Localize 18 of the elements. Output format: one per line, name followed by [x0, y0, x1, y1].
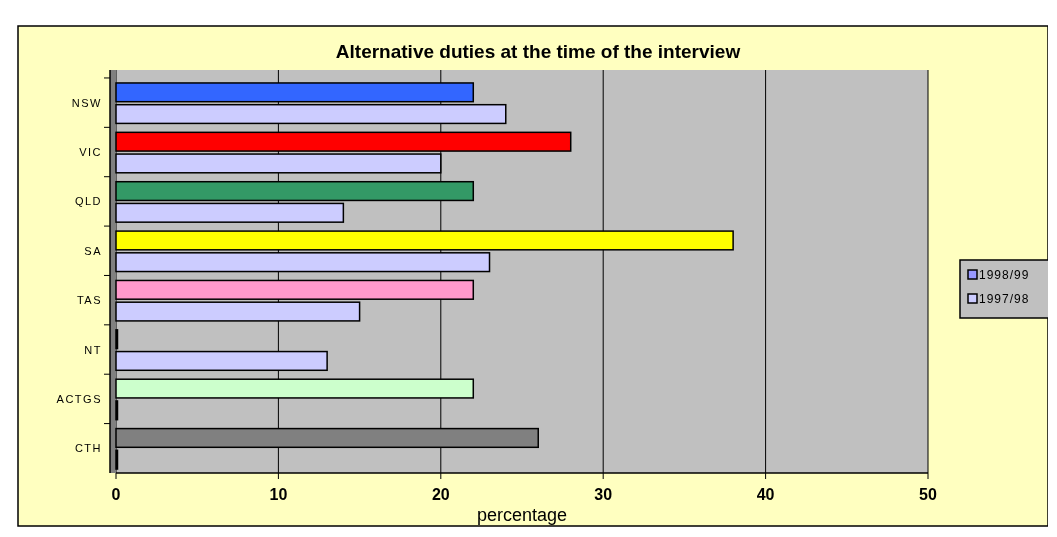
y-tick-label: TAS: [76, 294, 102, 307]
y-tick-label: NSW: [71, 96, 102, 109]
legend-label: 1998/99: [979, 268, 1030, 282]
y-tick-label: CTH: [74, 442, 102, 455]
legend-label: 1997/98: [979, 292, 1030, 306]
y-tick-label: QLD: [74, 195, 102, 208]
x-tick-label: 20: [431, 486, 450, 503]
x-tick-label: 10: [269, 486, 288, 503]
x-tick-label: 30: [594, 486, 613, 503]
chart-title: Alternative duties at the time of the interview: [335, 41, 741, 62]
y-tick-label: NT: [84, 343, 102, 356]
x-tick-label: 40: [756, 486, 775, 503]
x-axis-title: percentage: [476, 505, 568, 525]
y-tick-label: SA: [84, 244, 102, 257]
y-tick-label: VIC: [79, 146, 102, 159]
y-tick-label: ACTGS: [56, 392, 102, 405]
x-tick-label: 0: [111, 486, 121, 503]
x-tick-label: 50: [919, 486, 937, 503]
